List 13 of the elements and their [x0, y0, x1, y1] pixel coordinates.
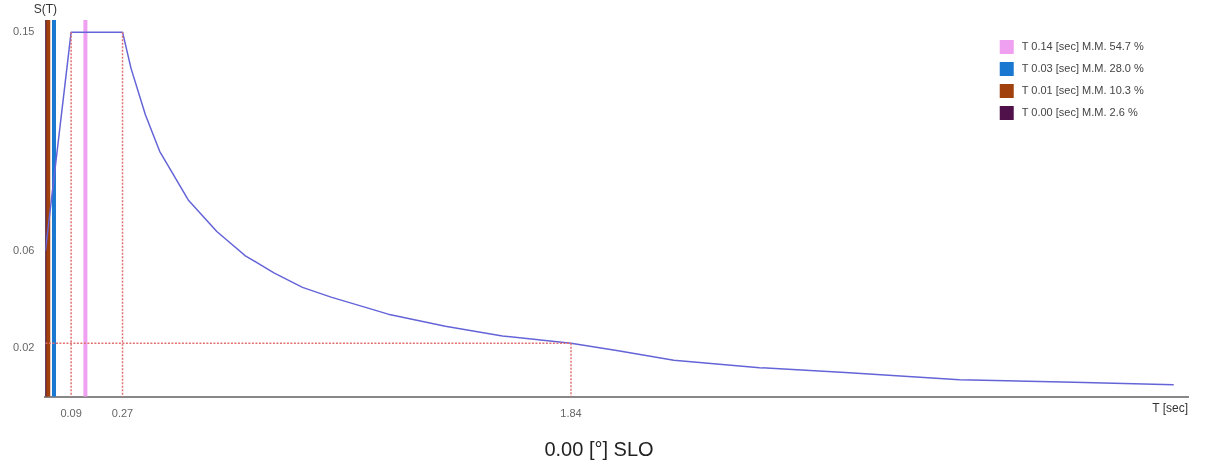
x-tick-label: 0.27 — [111, 407, 134, 420]
legend-label: T 0.00 [sec] M.M. 2.6 % — [1021, 106, 1138, 119]
legend-label: T 0.01 [sec] M.M. 10.3 % — [1021, 84, 1145, 97]
legend-label: T 0.14 [sec] M.M. 54.7 % — [1021, 40, 1145, 53]
y-axis-title: S(T) — [33, 2, 58, 17]
text: 0.00 [°] SLO — [544, 437, 654, 460]
x-tick-label: 0.09 — [60, 407, 82, 420]
x-tick-label: 1.84 — [560, 407, 582, 420]
y-tick-label: 0.15 — [12, 25, 35, 38]
y-tick-label: 0.06 — [12, 243, 35, 256]
x-axis-title: T [sec] — [1152, 401, 1188, 416]
legend-label: T 0.03 [sec] M.M. 28.0 % — [1021, 62, 1145, 75]
y-tick-label: 0.02 — [12, 341, 35, 354]
